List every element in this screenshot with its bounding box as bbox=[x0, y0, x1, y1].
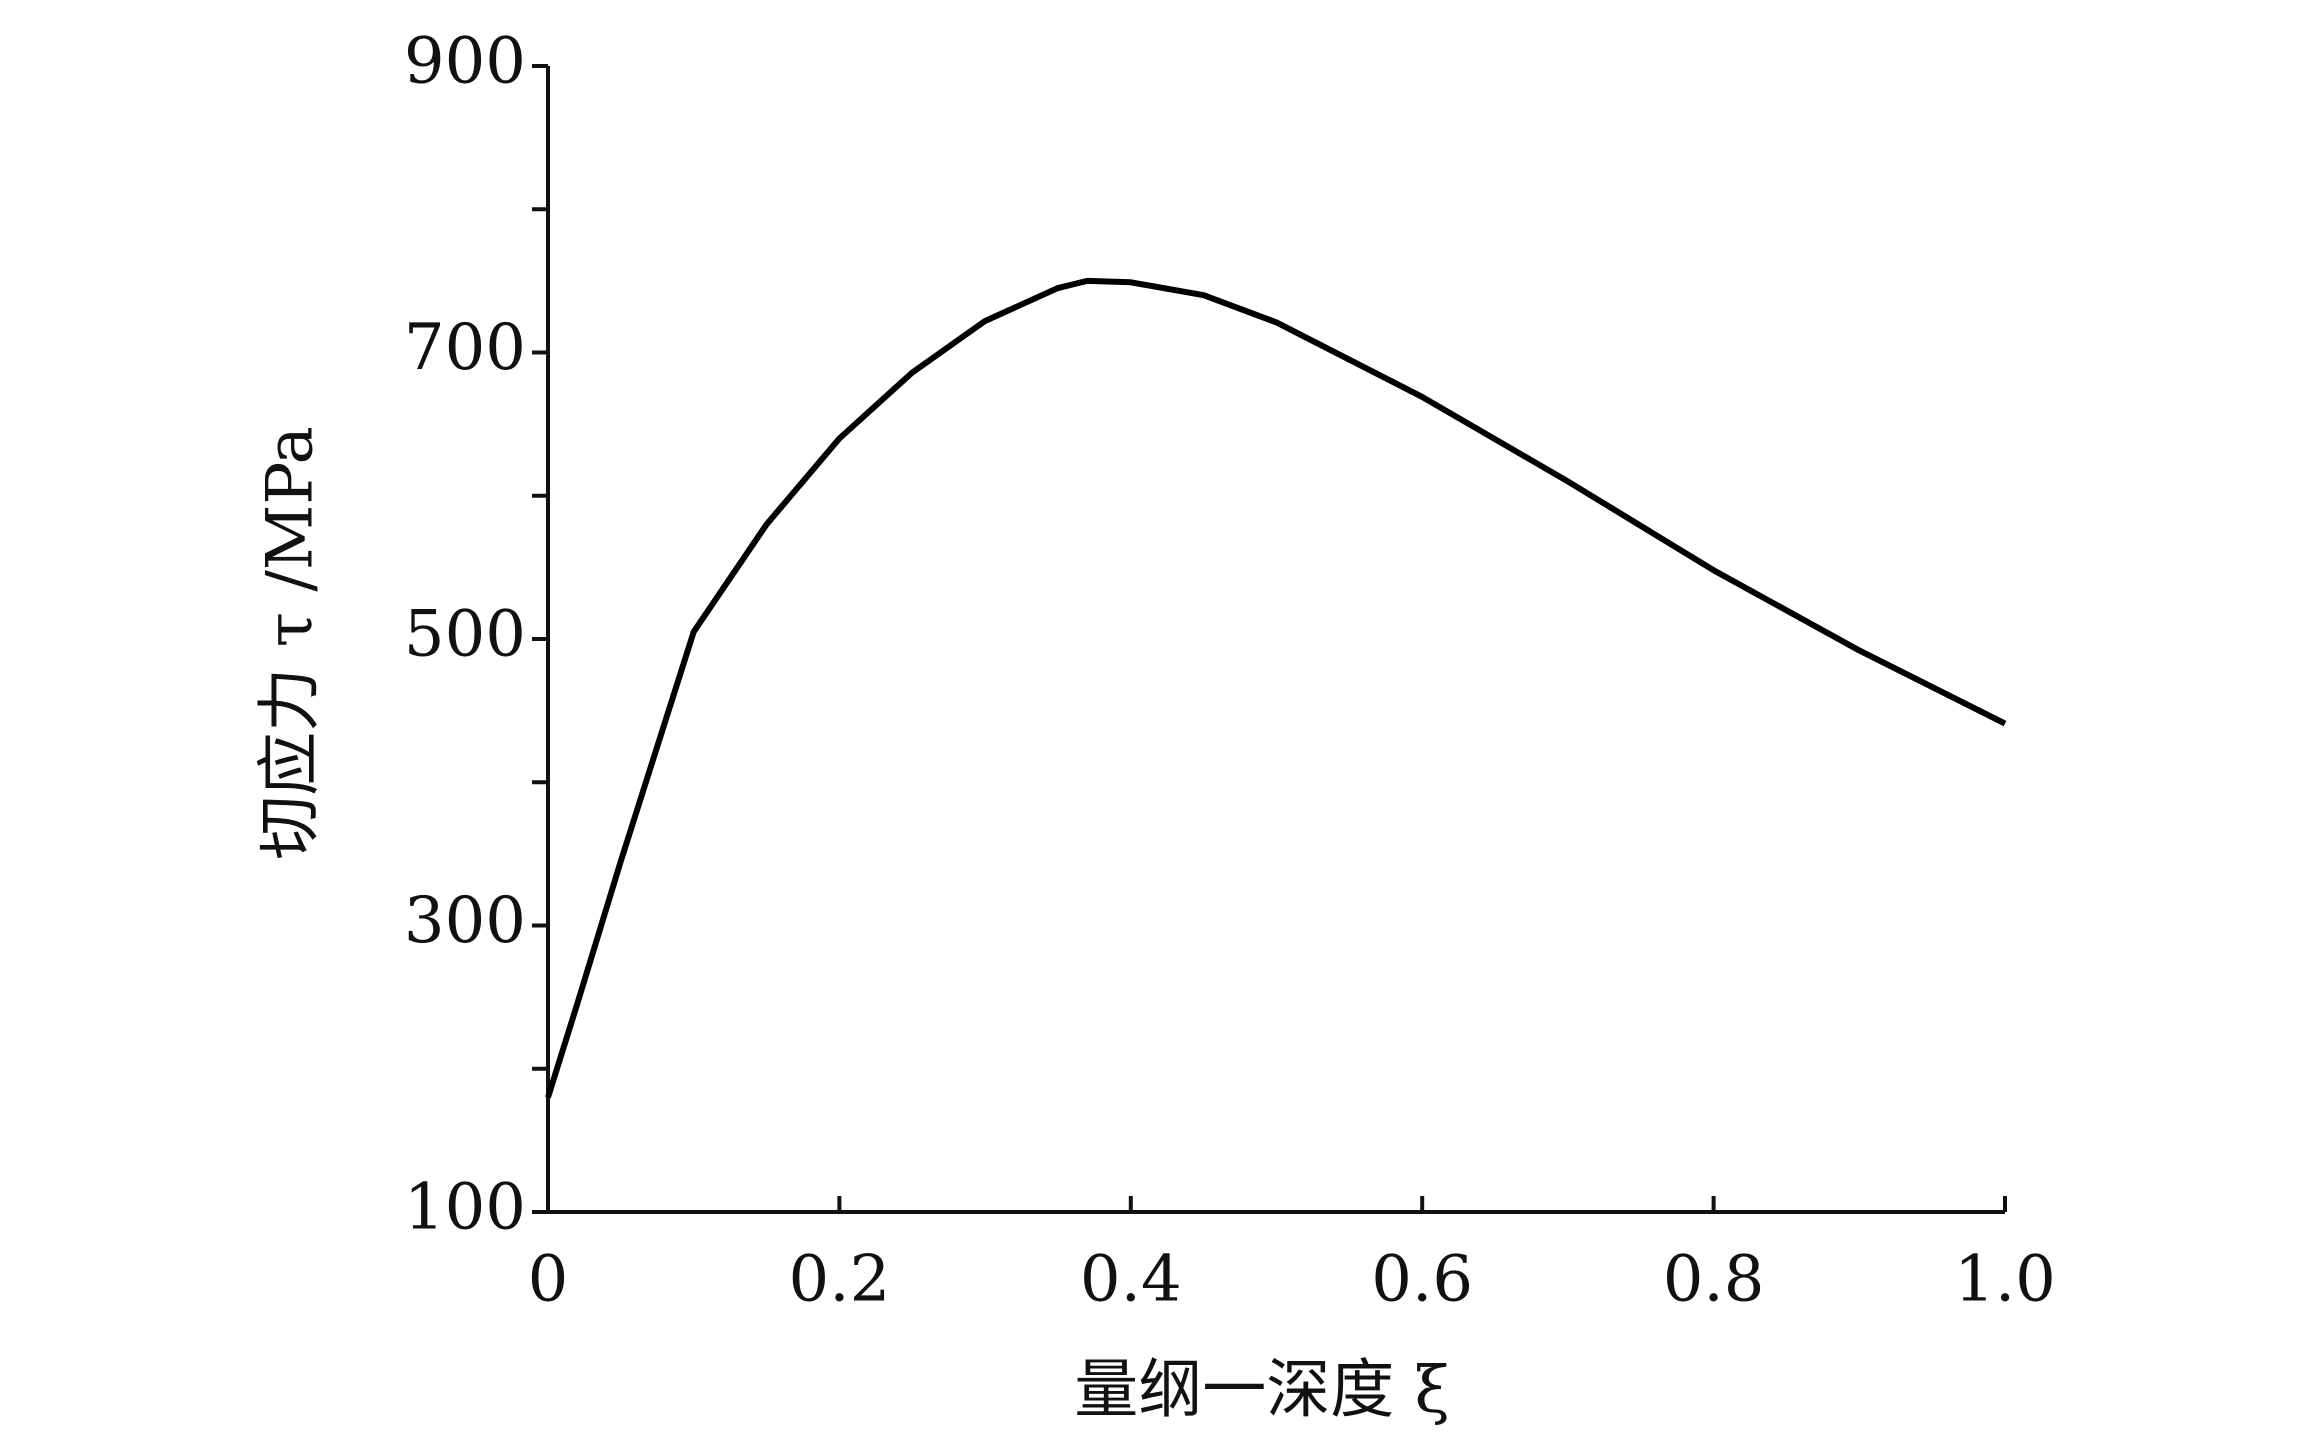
x-tick-label: 1.0 bbox=[1954, 1243, 2056, 1317]
y-tick-label: 500 bbox=[404, 598, 526, 672]
x-axis-label: 量纲一深度 ξ bbox=[1074, 1354, 1450, 1428]
x-tick-label: 0 bbox=[528, 1243, 569, 1317]
y-tick-label: 700 bbox=[404, 311, 526, 385]
y-tick-label: 900 bbox=[404, 25, 526, 99]
x-tick-label: 0.4 bbox=[1080, 1243, 1182, 1317]
y-tick-label: 100 bbox=[404, 1171, 526, 1245]
y-axis-label: 切应力 τ /MPa bbox=[254, 426, 328, 860]
x-tick-label: 0.6 bbox=[1371, 1243, 1473, 1317]
x-tick-label: 0.2 bbox=[789, 1243, 891, 1317]
line bbox=[545, 277, 2007, 1099]
y-tick-label: 300 bbox=[404, 884, 526, 958]
x-tick-label: 0.8 bbox=[1663, 1243, 1765, 1317]
